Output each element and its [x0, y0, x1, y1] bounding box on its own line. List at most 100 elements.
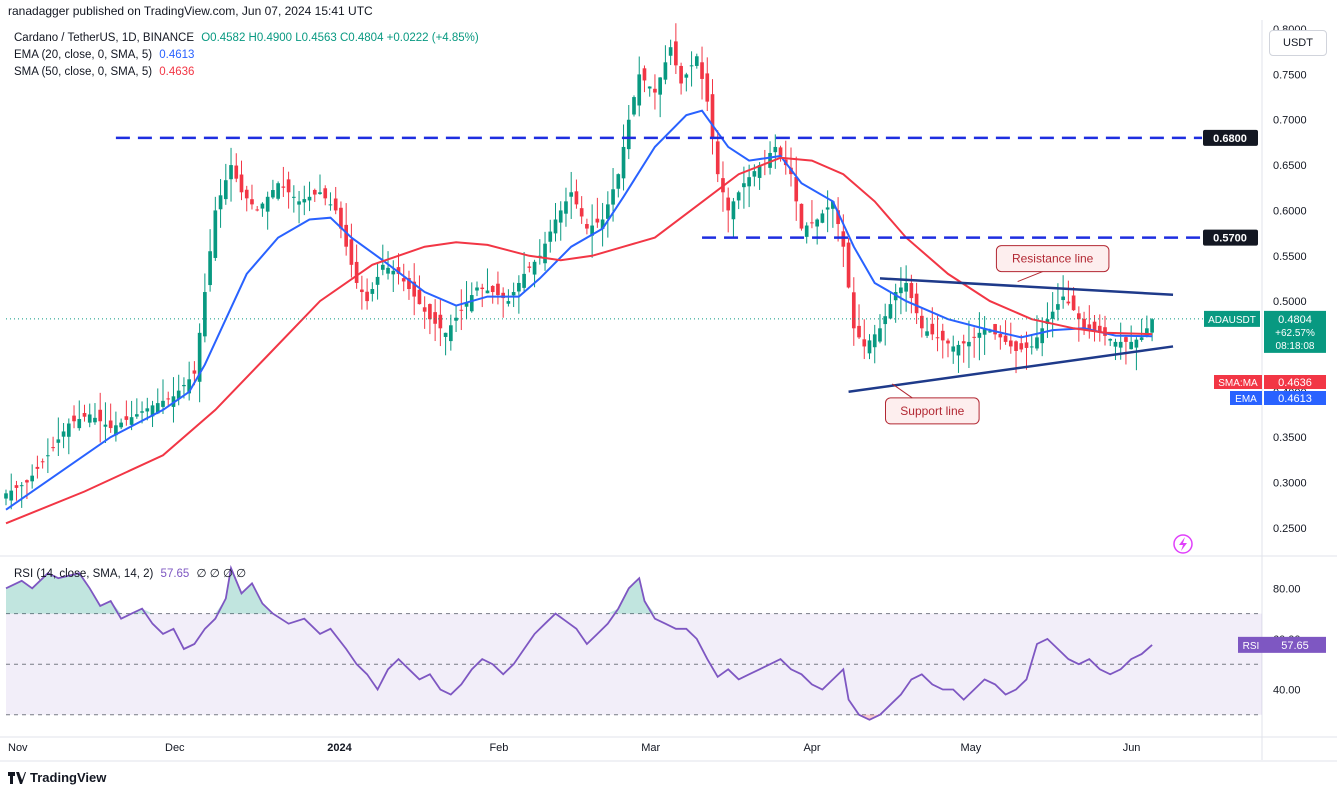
candle-body	[485, 290, 490, 294]
candle-body	[25, 480, 29, 483]
candle-body	[637, 74, 642, 106]
candle-body	[407, 278, 411, 290]
candle-body	[360, 289, 364, 293]
currency-button[interactable]: USDT	[1269, 30, 1327, 56]
candle-body	[846, 242, 851, 288]
candle-body	[292, 196, 296, 198]
candle-body	[1113, 341, 1118, 347]
candle-body	[265, 196, 270, 212]
candle-body	[239, 174, 244, 193]
level-label-bg	[1203, 129, 1258, 146]
time-tick-label: Jun	[1123, 742, 1141, 754]
candle-body	[1150, 319, 1154, 333]
candle-body	[454, 317, 458, 321]
last-price-text: 0.4804	[1278, 314, 1312, 326]
price-tick-label: 0.6000	[1273, 205, 1307, 217]
annotation-pointer	[892, 383, 913, 399]
footer-brand-label: TradingView	[30, 770, 107, 785]
candle-body	[967, 341, 971, 347]
candle-body	[365, 291, 369, 302]
candle-body	[1056, 304, 1060, 310]
candle-body	[799, 203, 804, 229]
candle-body	[490, 285, 495, 293]
candle-body	[1134, 339, 1139, 348]
candle-body	[375, 276, 380, 285]
level-label-bg	[1203, 229, 1258, 246]
annotation: Resistance line	[995, 245, 1110, 283]
candle-body	[438, 314, 443, 329]
candle-body	[140, 411, 144, 413]
candle-body	[370, 289, 375, 294]
rsi-tag-bg	[1238, 636, 1264, 653]
candle-body	[255, 209, 260, 211]
candle-body	[417, 289, 422, 305]
candle-body	[1008, 340, 1013, 347]
candle-body	[956, 344, 961, 356]
candle-body	[176, 390, 181, 399]
trend-line	[879, 277, 1174, 297]
time-tick-label: Nov	[8, 742, 28, 754]
candle-body	[281, 186, 286, 188]
candle-body	[244, 189, 249, 199]
candle-body	[522, 273, 526, 288]
candle-body	[626, 119, 631, 150]
candle-body	[501, 292, 505, 299]
candle-body	[815, 219, 819, 227]
candle-body	[558, 210, 563, 223]
price-tick-label: 0.6500	[1273, 160, 1307, 172]
candle-body	[339, 207, 343, 229]
candle-body	[977, 332, 982, 338]
candle-body	[391, 270, 396, 275]
rsi-oversold-fill	[6, 714, 1153, 720]
candle-body	[1118, 341, 1123, 348]
candle-body	[386, 267, 390, 274]
candle-body	[993, 324, 997, 335]
candle-body	[872, 334, 877, 348]
time-tick-label: Feb	[489, 742, 508, 754]
candle-body	[647, 86, 652, 89]
candle-body	[1066, 301, 1071, 304]
ema-line	[5, 109, 1153, 511]
candle-body	[203, 292, 207, 337]
candle-body	[831, 201, 835, 209]
legend-rsi-value: 57.65	[160, 568, 190, 580]
candle-body	[731, 201, 736, 220]
candle-body	[867, 340, 872, 354]
candle-body	[862, 339, 867, 347]
candle-body	[19, 485, 24, 487]
candle-body	[412, 281, 417, 297]
candle-body	[935, 337, 940, 339]
rsi-value-text: 57.65	[1281, 640, 1309, 652]
price-tick-label: 0.7500	[1273, 69, 1307, 81]
candle-body	[794, 177, 799, 202]
candle-body	[114, 425, 118, 436]
annotation-text: Resistance line	[1012, 252, 1094, 266]
candle-body	[658, 77, 662, 95]
candle-body	[553, 219, 558, 234]
rsi-value-bg	[1264, 636, 1326, 653]
candle-body	[998, 334, 1003, 338]
candle-body	[124, 416, 129, 420]
candle-body	[40, 461, 45, 463]
legend-ema-label: EMA (20, close, 0, SMA, 5)	[14, 49, 153, 61]
candle-body	[715, 141, 720, 175]
candle-body	[56, 439, 61, 443]
candle-body	[668, 47, 673, 56]
candle-body	[747, 177, 751, 187]
legend-sma-row: SMA (50, close, 0, SMA, 5) 0.4636	[14, 66, 194, 78]
candle-body	[616, 174, 621, 189]
candle-body	[726, 197, 731, 211]
countdown-text: 08:18:08	[1276, 341, 1315, 352]
candle-body	[1029, 346, 1034, 348]
candle-body	[914, 293, 919, 314]
candle-body	[354, 261, 359, 283]
candle-body	[511, 292, 516, 296]
candle-body	[182, 384, 186, 387]
candle-body	[961, 341, 966, 344]
level-label: 0.5700	[1203, 229, 1258, 246]
candle-body	[51, 447, 55, 449]
candle-body	[836, 210, 840, 225]
price-tick-label: 0.5000	[1273, 296, 1307, 308]
candle-body	[951, 346, 956, 352]
